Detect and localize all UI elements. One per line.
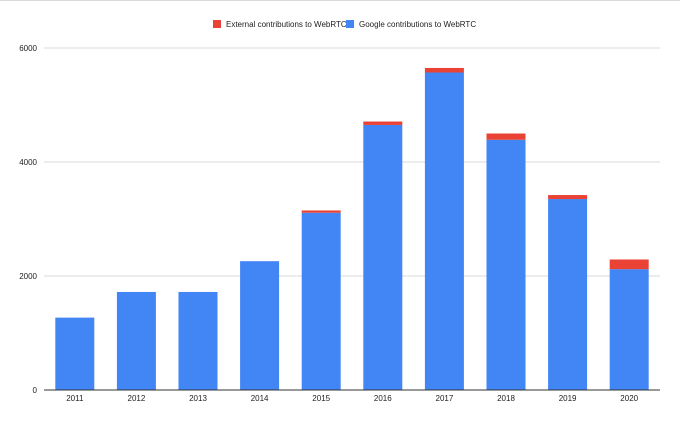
bars — [55, 67, 649, 390]
y-tick-label-2000: 2000 — [19, 272, 37, 281]
legend-swatch-external — [213, 20, 221, 28]
bar-external-2018 — [486, 133, 526, 140]
y-axis-ticks: 0 2000 4000 6000 — [19, 44, 37, 395]
legend-label-external: External contributions to WebRTC — [226, 20, 347, 29]
bar-google-2014 — [240, 261, 280, 390]
y-tick-label-4000: 4000 — [19, 158, 37, 167]
bar-google-2019 — [548, 199, 588, 390]
x-tick-label-2011: 2011 — [66, 394, 84, 403]
bar-external-2020 — [609, 259, 649, 270]
bar-external-2015 — [301, 210, 341, 213]
bar-google-2011 — [55, 317, 95, 390]
legend-label-google: Google contributions to WebRTC — [359, 20, 476, 29]
bar-google-2012 — [116, 291, 156, 390]
bar-external-2019 — [548, 195, 588, 200]
bar-external-2017 — [424, 67, 464, 73]
legend-swatch-google — [346, 20, 354, 28]
y-tick-label-0: 0 — [33, 386, 38, 395]
legend: External contributions to WebRTC Google c… — [213, 20, 476, 29]
x-tick-label-2020: 2020 — [620, 394, 638, 403]
x-tick-label-2019: 2019 — [559, 394, 577, 403]
bar-google-2016 — [363, 124, 403, 390]
x-tick-label-2017: 2017 — [436, 394, 454, 403]
x-tick-label-2012: 2012 — [128, 394, 146, 403]
x-axis-ticks: 2011 2012 2013 2014 2015 2016 2017 2018 2019 2020 — [66, 394, 638, 403]
bar-google-2013 — [178, 291, 218, 390]
x-tick-label-2015: 2015 — [312, 394, 330, 403]
bar-google-2018 — [486, 139, 526, 390]
x-tick-label-2018: 2018 — [497, 394, 515, 403]
bar-google-2020 — [609, 269, 649, 390]
x-tick-label-2013: 2013 — [189, 394, 207, 403]
x-tick-label-2016: 2016 — [374, 394, 392, 403]
bar-external-2016 — [363, 121, 403, 125]
bar-google-2017 — [424, 72, 464, 390]
bar-google-2015 — [301, 212, 341, 390]
y-tick-label-6000: 6000 — [19, 44, 37, 53]
x-tick-label-2014: 2014 — [251, 394, 269, 403]
